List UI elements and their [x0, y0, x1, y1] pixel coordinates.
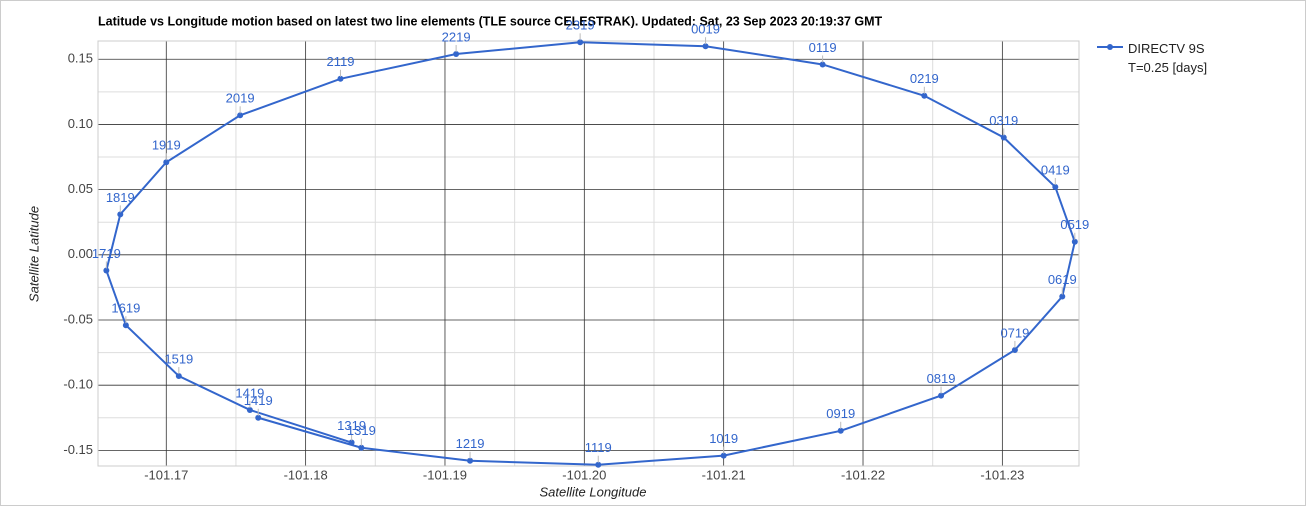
point-label: 1819 [106, 190, 135, 205]
x-tick-label: -101.19 [423, 467, 467, 482]
chart-title: Latitude vs Longitude motion based on la… [98, 14, 883, 28]
point [720, 452, 727, 459]
point [1052, 184, 1059, 191]
y-axis-title: Satellite Latitude [26, 206, 41, 302]
point [163, 159, 170, 166]
point-label: 2119 [326, 54, 354, 69]
point [175, 373, 182, 380]
point [255, 414, 262, 421]
point-label: 1519 [164, 351, 193, 366]
x-tick-label: -101.23 [980, 467, 1024, 482]
point-label: 1619 [111, 301, 140, 316]
point [103, 267, 110, 274]
point-label: 2019 [226, 91, 255, 106]
point-label: 0419 [1041, 162, 1070, 177]
x-tick-label: -101.20 [562, 467, 606, 482]
series-line [105, 41, 1076, 466]
point-label: 1219 [456, 436, 485, 451]
y-tick-label: 0.05 [68, 181, 93, 196]
point-label: 0219 [910, 71, 939, 86]
point [337, 75, 344, 82]
x-tick-label: -101.22 [841, 467, 885, 482]
x-tick-label: -101.18 [284, 467, 328, 482]
point-label: 0619 [1048, 272, 1077, 287]
point-label: 1419 [244, 393, 273, 408]
point-label: 1019 [709, 431, 738, 446]
x-tick-label: -101.21 [702, 467, 746, 482]
legend-label: DIRECTV 9S T=0.25 [days] [1128, 41, 1208, 75]
x-axis-title: Satellite Longitude [540, 484, 647, 499]
point-label: 0019 [691, 22, 720, 37]
point-label: 2319 [566, 18, 595, 33]
point [1000, 134, 1007, 141]
point-label: 0919 [826, 406, 855, 421]
point [453, 51, 460, 58]
point [921, 92, 928, 99]
point [467, 457, 474, 464]
point [577, 39, 584, 46]
point-label: 0819 [927, 371, 956, 386]
y-tick-label: 0.15 [68, 51, 93, 66]
point [819, 61, 826, 68]
point [702, 43, 709, 50]
point [1071, 238, 1078, 245]
point-label: 0519 [1060, 217, 1089, 232]
point [348, 439, 355, 446]
point-label: 1319 [347, 423, 376, 438]
point [1059, 293, 1066, 300]
legend-marker [1107, 44, 1113, 50]
point-label: 1919 [152, 138, 181, 153]
point-label: 0319 [989, 113, 1018, 128]
x-tick-label: -101.17 [144, 467, 188, 482]
point-label: 0119 [809, 40, 837, 55]
point [246, 406, 253, 413]
point [117, 211, 124, 218]
y-tick-label: -0.10 [63, 377, 93, 392]
point [1011, 346, 1018, 353]
point [358, 444, 365, 451]
point [938, 392, 945, 399]
point-label: 1419 [235, 385, 264, 400]
point-label: 2219 [442, 29, 471, 44]
plot-border [97, 40, 1080, 467]
y-tick-label: -0.15 [63, 442, 93, 457]
point-label: 1119 [585, 440, 612, 455]
point-label: 1319 [337, 418, 366, 433]
point [122, 322, 129, 329]
y-tick-label: 0.10 [68, 116, 93, 131]
point [837, 427, 844, 434]
y-tick-label: -0.05 [63, 311, 93, 326]
point-label: 1719 [92, 246, 121, 261]
point [237, 112, 244, 119]
y-tick-label: 0.00 [68, 246, 93, 261]
point-label: 0719 [1000, 325, 1029, 340]
point [595, 461, 602, 468]
